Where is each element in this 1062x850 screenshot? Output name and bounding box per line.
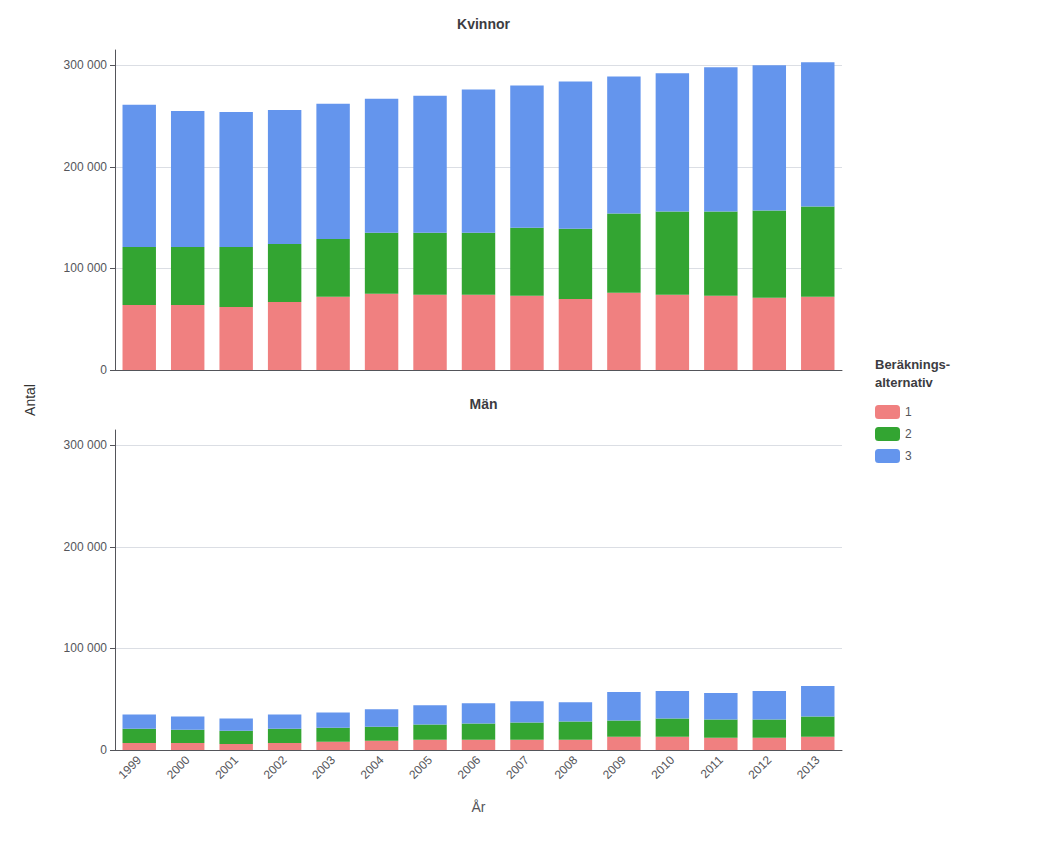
svg-text:200 000: 200 000 [64, 160, 108, 174]
svg-text:alternativ: alternativ [875, 375, 934, 390]
svg-text:100 000: 100 000 [64, 261, 108, 275]
svg-text:3: 3 [905, 449, 912, 463]
svg-text:0: 0 [100, 743, 107, 757]
svg-text:År: År [472, 799, 486, 815]
svg-text:2000: 2000 [164, 753, 193, 782]
svg-text:Antal: Antal [22, 384, 38, 416]
svg-text:200 000: 200 000 [64, 540, 108, 554]
svg-text:Beräknings-: Beräknings- [875, 357, 950, 372]
svg-text:2012: 2012 [745, 753, 774, 782]
svg-text:100 000: 100 000 [64, 641, 108, 655]
svg-text:2: 2 [905, 427, 912, 441]
svg-text:2013: 2013 [794, 753, 823, 782]
svg-text:2003: 2003 [309, 753, 338, 782]
svg-text:2004: 2004 [358, 753, 387, 782]
svg-text:2007: 2007 [503, 753, 532, 782]
svg-text:2001: 2001 [212, 753, 241, 782]
svg-text:1: 1 [905, 405, 912, 419]
svg-text:1999: 1999 [115, 753, 144, 782]
svg-text:2006: 2006 [455, 753, 484, 782]
svg-text:Män: Män [470, 396, 498, 412]
svg-text:300 000: 300 000 [64, 58, 108, 72]
svg-text:2009: 2009 [600, 753, 629, 782]
svg-text:2008: 2008 [552, 753, 581, 782]
svg-text:2005: 2005 [406, 753, 435, 782]
svg-text:2002: 2002 [261, 753, 290, 782]
svg-text:2011: 2011 [698, 753, 726, 781]
svg-text:Kvinnor: Kvinnor [457, 16, 510, 32]
svg-text:2010: 2010 [649, 753, 678, 782]
svg-text:0: 0 [100, 363, 107, 377]
svg-text:300 000: 300 000 [64, 438, 108, 452]
